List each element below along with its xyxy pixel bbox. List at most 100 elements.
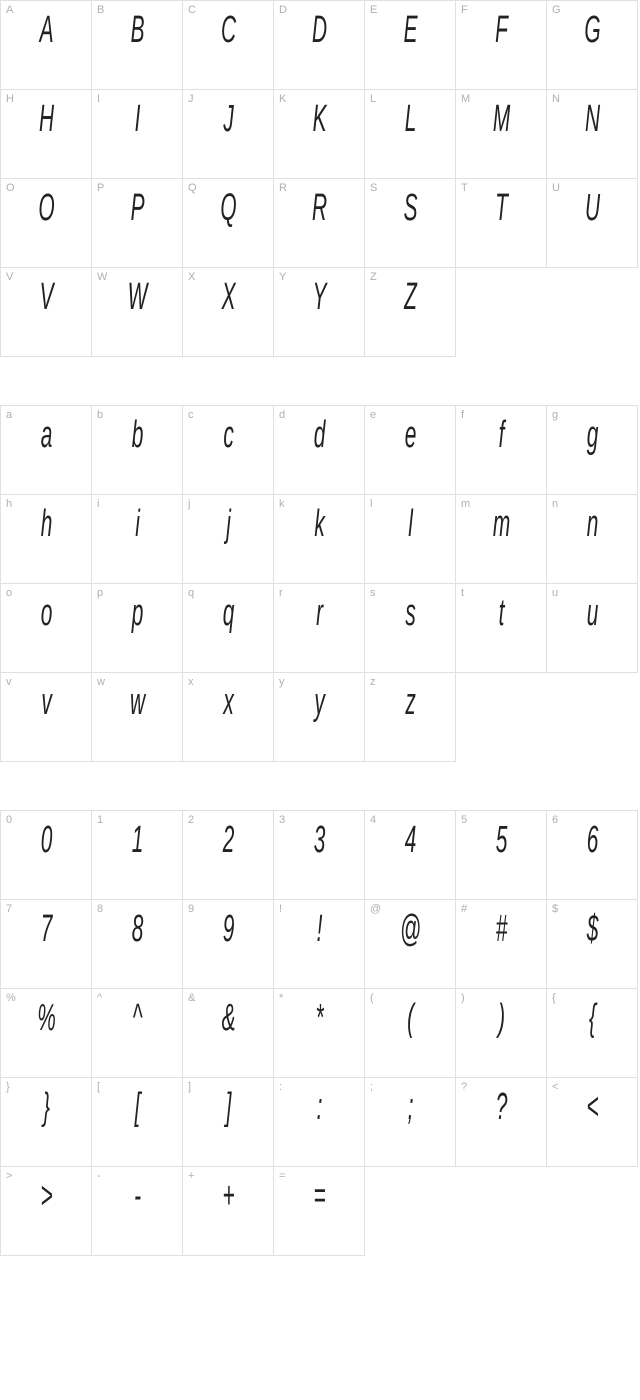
- glyph-cell: ::: [274, 1078, 365, 1167]
- glyph-cell: KK: [274, 90, 365, 179]
- glyph-cell: YY: [274, 268, 365, 357]
- glyph-cell-glyph: v: [21, 681, 71, 724]
- glyph-cell-label: M: [461, 93, 470, 105]
- glyph-cell-glyph: F: [476, 9, 526, 52]
- glyph-cell-glyph: D: [294, 9, 344, 52]
- glyph-cell-glyph: :: [294, 1086, 344, 1129]
- glyph-cell: EE: [365, 1, 456, 90]
- glyph-cell-glyph: <: [567, 1086, 617, 1129]
- glyph-cell-glyph: ;: [385, 1086, 435, 1129]
- glyph-cell: oo: [1, 584, 92, 673]
- glyph-cell-label: $: [552, 903, 558, 915]
- glyph-cell-label: n: [552, 498, 558, 510]
- glyph-cell-glyph: {: [567, 997, 617, 1040]
- glyph-cell-glyph: i: [112, 503, 162, 546]
- glyph-cell-label: &: [188, 992, 195, 1004]
- glyph-cell-glyph: y: [294, 681, 344, 724]
- glyph-cell: --: [92, 1167, 183, 1256]
- glyph-cell-label: N: [552, 93, 560, 105]
- glyph-cell: gg: [547, 406, 638, 495]
- glyph-cell-glyph: 7: [21, 908, 71, 951]
- glyph-cell: TT: [456, 179, 547, 268]
- glyph-cell-label: !: [279, 903, 282, 915]
- glyph-cell-label: L: [370, 93, 376, 105]
- glyph-cell: <<: [547, 1078, 638, 1167]
- glyph-cell: ^^: [92, 989, 183, 1078]
- glyph-cell-label: 6: [552, 814, 558, 826]
- glyph-cell: kk: [274, 495, 365, 584]
- glyph-cell-label: 8: [97, 903, 103, 915]
- glyph-cell-glyph: Q: [203, 187, 253, 230]
- glyph-cell: LL: [365, 90, 456, 179]
- glyph-cell: ((: [365, 989, 456, 1078]
- glyph-cell-glyph: U: [567, 187, 617, 230]
- glyph-cell: 55: [456, 811, 547, 900]
- glyph-cell: &&: [183, 989, 274, 1078]
- glyph-cell-label: r: [279, 587, 283, 599]
- glyph-cell-label: @: [370, 903, 381, 915]
- glyph-cell: xx: [183, 673, 274, 762]
- glyph-cell: 22: [183, 811, 274, 900]
- glyph-cell: 33: [274, 811, 365, 900]
- glyph-cell-glyph: M: [476, 98, 526, 141]
- glyph-cell-glyph: n: [567, 503, 617, 546]
- glyph-cell-glyph: I: [112, 98, 162, 141]
- glyph-cell-glyph: $: [567, 908, 617, 951]
- glyph-cell-glyph: =: [294, 1175, 344, 1218]
- glyph-cell-label: G: [552, 4, 561, 16]
- glyph-cell: ++: [183, 1167, 274, 1256]
- glyph-cell-glyph: h: [21, 503, 71, 546]
- glyph-cell: bb: [92, 406, 183, 495]
- glyph-cell-label: Z: [370, 271, 377, 283]
- glyph-cell-glyph: &: [203, 997, 253, 1040]
- glyph-cell-glyph: X: [203, 276, 253, 319]
- glyph-cell: 66: [547, 811, 638, 900]
- glyph-cell: **: [274, 989, 365, 1078]
- glyph-cell: uu: [547, 584, 638, 673]
- glyph-cell-label: g: [552, 409, 558, 421]
- glyph-cell-label: U: [552, 182, 560, 194]
- glyph-cell-glyph: f: [476, 414, 526, 457]
- glyph-cell: BB: [92, 1, 183, 90]
- glyph-cell-label: 3: [279, 814, 285, 826]
- glyph-cell-label: 1: [97, 814, 103, 826]
- glyph-cell-label: b: [97, 409, 103, 421]
- glyph-cell-label: (: [370, 992, 374, 1004]
- glyph-cell: DD: [274, 1, 365, 90]
- glyph-cell-label: f: [461, 409, 464, 421]
- glyph-cell-label: }: [6, 1081, 10, 1093]
- glyph-cell-label: *: [279, 992, 283, 1004]
- glyph-cell-glyph: e: [385, 414, 435, 457]
- glyph-cell-label: c: [188, 409, 194, 421]
- glyph-cell: vv: [1, 673, 92, 762]
- glyph-cell: UU: [547, 179, 638, 268]
- glyph-cell: 00: [1, 811, 92, 900]
- glyph-cell: cc: [183, 406, 274, 495]
- glyph-cell-label: ?: [461, 1081, 467, 1093]
- glyph-cell-glyph: @: [385, 908, 435, 951]
- glyph-cell: VV: [1, 268, 92, 357]
- glyph-cell-glyph: T: [476, 187, 526, 230]
- glyph-cell-glyph: ]: [203, 1086, 253, 1129]
- glyph-cell-label: #: [461, 903, 467, 915]
- glyph-cell-glyph: }: [21, 1086, 71, 1129]
- glyph-cell-glyph: a: [21, 414, 71, 457]
- glyph-cell-label: ^: [97, 992, 102, 1004]
- glyph-cell: aa: [1, 406, 92, 495]
- glyph-cell-label: +: [188, 1170, 194, 1182]
- glyph-cell-label: C: [188, 4, 196, 16]
- glyph-cell-glyph: z: [385, 681, 435, 724]
- glyph-cell-glyph: P: [112, 187, 162, 230]
- glyph-cell-glyph: R: [294, 187, 344, 230]
- glyph-cell-glyph: %: [21, 997, 71, 1040]
- glyph-cell: 88: [92, 900, 183, 989]
- glyph-cell: ;;: [365, 1078, 456, 1167]
- glyph-cell: zz: [365, 673, 456, 762]
- glyph-cell-label: J: [188, 93, 194, 105]
- glyph-cell-glyph: b: [112, 414, 162, 457]
- glyph-section-numbers-symbols: 00112233445566778899!!@@##$$%%^^&&**(())…: [0, 810, 638, 1256]
- glyph-cell-glyph: x: [203, 681, 253, 724]
- glyph-cell-label: m: [461, 498, 470, 510]
- glyph-cell: tt: [456, 584, 547, 673]
- glyph-cell-label: ): [461, 992, 465, 1004]
